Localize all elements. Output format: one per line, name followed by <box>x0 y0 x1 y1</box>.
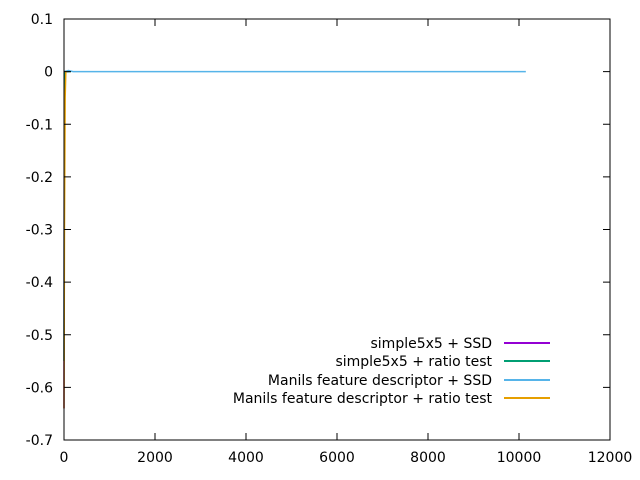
y-tick-label: -0.1 <box>26 117 53 133</box>
x-tick-label: 2000 <box>137 450 173 466</box>
legend-label: simple5x5 + ratio test <box>335 354 492 370</box>
legend: simple5x5 + SSD simple5x5 + ratio test Man… <box>233 336 550 407</box>
x-tick-label: 6000 <box>319 450 355 466</box>
y-tick-label: -0.3 <box>26 223 53 239</box>
legend-label: simple5x5 + SSD <box>371 336 493 352</box>
x-tick-label: 4000 <box>228 450 264 466</box>
series-line-3 <box>63 69 526 73</box>
legend-label: Manils feature descriptor + SSD <box>268 373 492 389</box>
axis-ticks-group: 0 2000 4000 6000 8000 10000 12000 0.1 0 -0.1 -0.2 -… <box>26 12 633 466</box>
y-tick-label: -0.5 <box>26 328 53 344</box>
x-tick-label: 12000 <box>588 450 633 466</box>
y-tick-label: 0 <box>44 65 53 81</box>
x-tick-label: 10000 <box>497 450 542 466</box>
y-tick-label: -0.2 <box>26 170 53 186</box>
legend-label: Manils feature descriptor + ratio test <box>233 391 493 407</box>
x-tick-label: 0 <box>60 450 69 466</box>
y-tick-label: -0.6 <box>26 380 53 396</box>
y-tick-label: -0.4 <box>26 275 53 291</box>
x-tick-label: 8000 <box>410 450 446 466</box>
y-tick-label: -0.7 <box>26 433 53 449</box>
y-tick-label: 0.1 <box>31 12 53 28</box>
